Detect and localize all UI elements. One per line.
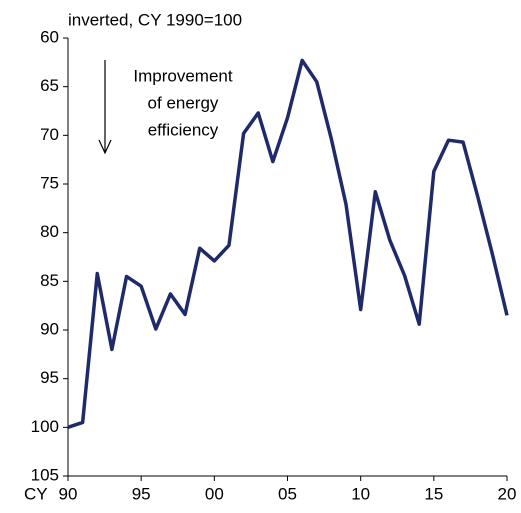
annotation: Improvement [133, 66, 232, 85]
x-tick-label: 90 [59, 484, 78, 503]
y-tick-label: 65 [40, 76, 59, 95]
data-line [67, 58, 509, 429]
y-tick-label: 95 [40, 368, 59, 387]
x-tick-label: 10 [351, 484, 370, 503]
y-tick-label: 60 [40, 27, 59, 46]
x-tick-label: 00 [205, 484, 224, 503]
x-tick-label: 15 [424, 484, 443, 503]
annotation: efficiency [148, 120, 219, 139]
y-tick-label: 85 [40, 271, 59, 290]
x-tick-label: 20 [498, 484, 517, 503]
y-tick-label: 80 [40, 222, 59, 241]
y-tick-label: 105 [31, 465, 59, 484]
x-axis-label: CY [24, 484, 48, 503]
y-tick-label: 90 [40, 319, 59, 338]
y-tick-label: 70 [40, 125, 59, 144]
y-tick-label: 75 [40, 173, 59, 192]
x-tick-label: 05 [278, 484, 297, 503]
arrow-head [98, 139, 112, 155]
chart-title: inverted, CY 1990=100 [68, 10, 242, 29]
annotation: of energy [148, 93, 219, 112]
y-tick-label: 100 [31, 417, 59, 436]
x-tick-label: 95 [132, 484, 151, 503]
